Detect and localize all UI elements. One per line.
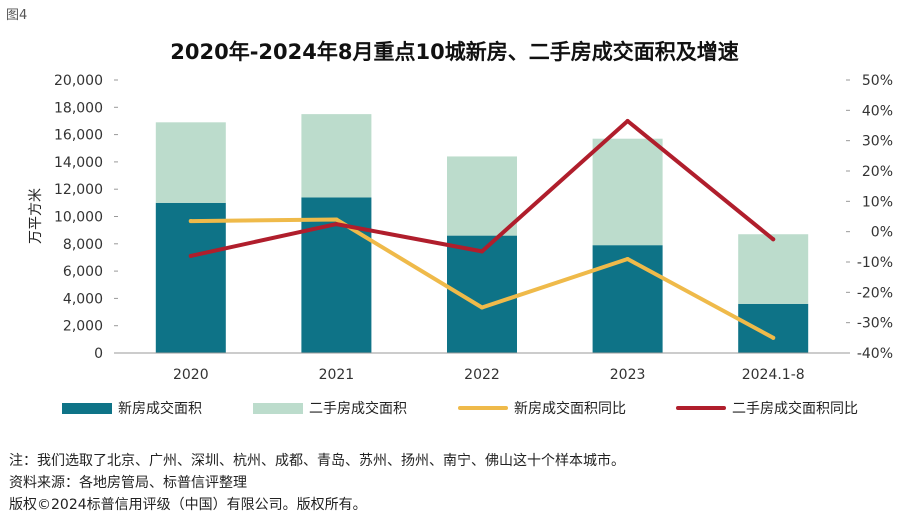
y2-tick-label: 20% bbox=[862, 164, 893, 180]
chart-title: 2020年-2024年8月重点10城新房、二手房成交面积及增速 bbox=[170, 40, 739, 64]
y-tick-label: 0 bbox=[94, 346, 103, 362]
x-tick-label: 2023 bbox=[610, 367, 646, 383]
y2-tick-label: -20% bbox=[857, 285, 893, 301]
x-tick-label: 2020 bbox=[173, 367, 209, 383]
y-tick-label: 2,000 bbox=[63, 319, 103, 335]
figure-label: 图4 bbox=[6, 8, 28, 23]
line-second-growth-point bbox=[188, 253, 193, 258]
legend-label-second-growth: 二手房成交面积同比 bbox=[732, 401, 858, 417]
y-tick-label: 12,000 bbox=[54, 182, 103, 198]
legend-item-second-area: 二手房成交面积 bbox=[253, 398, 407, 418]
legend-label-second-area: 二手房成交面积 bbox=[309, 401, 407, 417]
bar-new-area bbox=[738, 303, 809, 353]
line-second-growth-point bbox=[771, 237, 776, 242]
line-new-growth-point bbox=[771, 335, 776, 340]
legend-swatch-second-area bbox=[253, 402, 303, 414]
bar-second-area bbox=[155, 122, 226, 203]
y-tick-label: 6,000 bbox=[63, 264, 103, 280]
y2-tick-label: 0% bbox=[871, 225, 893, 241]
y2-tick-label: -40% bbox=[857, 346, 893, 362]
y-tick-label: 18,000 bbox=[54, 100, 103, 116]
x-tick-label: 2024.1-8 bbox=[742, 367, 805, 383]
line-new-growth-point bbox=[334, 217, 339, 222]
footnote-copyright: 版权©2024标普信用评级（中国）有限公司。版权所有。 bbox=[9, 497, 367, 513]
footnote-sample-cities: 注：我们选取了北京、广州、深圳、杭州、成都、青岛、苏州、扬州、南宁、佛山这十个样… bbox=[9, 453, 625, 469]
bars-layer bbox=[155, 114, 809, 353]
y2-tick-label: 30% bbox=[862, 134, 893, 150]
legend-swatch-new-growth bbox=[458, 406, 508, 410]
bar-second-area bbox=[447, 156, 517, 236]
line-new-growth-point bbox=[480, 305, 484, 310]
line-new-growth-point bbox=[188, 219, 193, 224]
bar-second-area bbox=[592, 138, 663, 246]
line-second-growth-point bbox=[334, 222, 339, 227]
y-tick-label: 14,000 bbox=[54, 155, 103, 171]
line-second-growth-point bbox=[480, 249, 484, 254]
bar-second-area bbox=[301, 114, 372, 198]
y-tick-label: 20,000 bbox=[54, 73, 103, 89]
y2-tick-label: 50% bbox=[862, 73, 893, 89]
footnote-source: 资料来源：各地房管局、标普信评整理 bbox=[9, 475, 247, 491]
y-axis-title: 万平方米 bbox=[28, 188, 44, 244]
x-tick-label: 2022 bbox=[464, 367, 500, 383]
labels-layer: 0 2,000 4,000 6,000 8,000 10,000 12,000 14,000 1… bbox=[28, 73, 893, 383]
legend-item-second-growth: 二手房成交面积同比 bbox=[676, 398, 858, 418]
y2-tick-label: 10% bbox=[862, 194, 893, 210]
legend-label-new-area: 新房成交面积 bbox=[118, 401, 202, 417]
line-new-growth-point bbox=[625, 256, 630, 261]
legend-item-new-area: 新房成交面积 bbox=[62, 398, 202, 418]
y2-tick-label: -30% bbox=[857, 316, 893, 332]
lines-layer bbox=[188, 118, 776, 340]
legend: 新房成交面积 二手房成交面积 新房成交面积同比 二手房成交面积同比 bbox=[0, 398, 909, 420]
x-tick-label: 2021 bbox=[319, 367, 355, 383]
y-tick-label: 4,000 bbox=[63, 291, 103, 307]
y2-tick-label: -10% bbox=[857, 255, 893, 271]
y-tick-label: 10,000 bbox=[54, 210, 103, 226]
legend-swatch-new-area bbox=[62, 402, 112, 414]
bar-new-area bbox=[592, 245, 663, 353]
line-second-growth-point bbox=[625, 118, 630, 123]
legend-label-new-growth: 新房成交面积同比 bbox=[514, 401, 626, 417]
y2-tick-label: 40% bbox=[862, 103, 893, 119]
axis-layer bbox=[114, 79, 850, 354]
bar-new-area bbox=[155, 202, 226, 353]
y-tick-label: 8,000 bbox=[63, 237, 103, 253]
chart-svg: 0 2,000 4,000 6,000 8,000 10,000 12,000 14,000 1… bbox=[28, 73, 893, 383]
legend-item-new-growth: 新房成交面积同比 bbox=[458, 398, 626, 418]
footnotes: 注：我们选取了北京、广州、深圳、杭州、成都、青岛、苏州、扬州、南宁、佛山这十个样… bbox=[9, 450, 625, 516]
y-tick-label: 16,000 bbox=[54, 128, 103, 144]
legend-swatch-second-growth bbox=[676, 406, 726, 410]
bar-second-area bbox=[738, 234, 809, 304]
